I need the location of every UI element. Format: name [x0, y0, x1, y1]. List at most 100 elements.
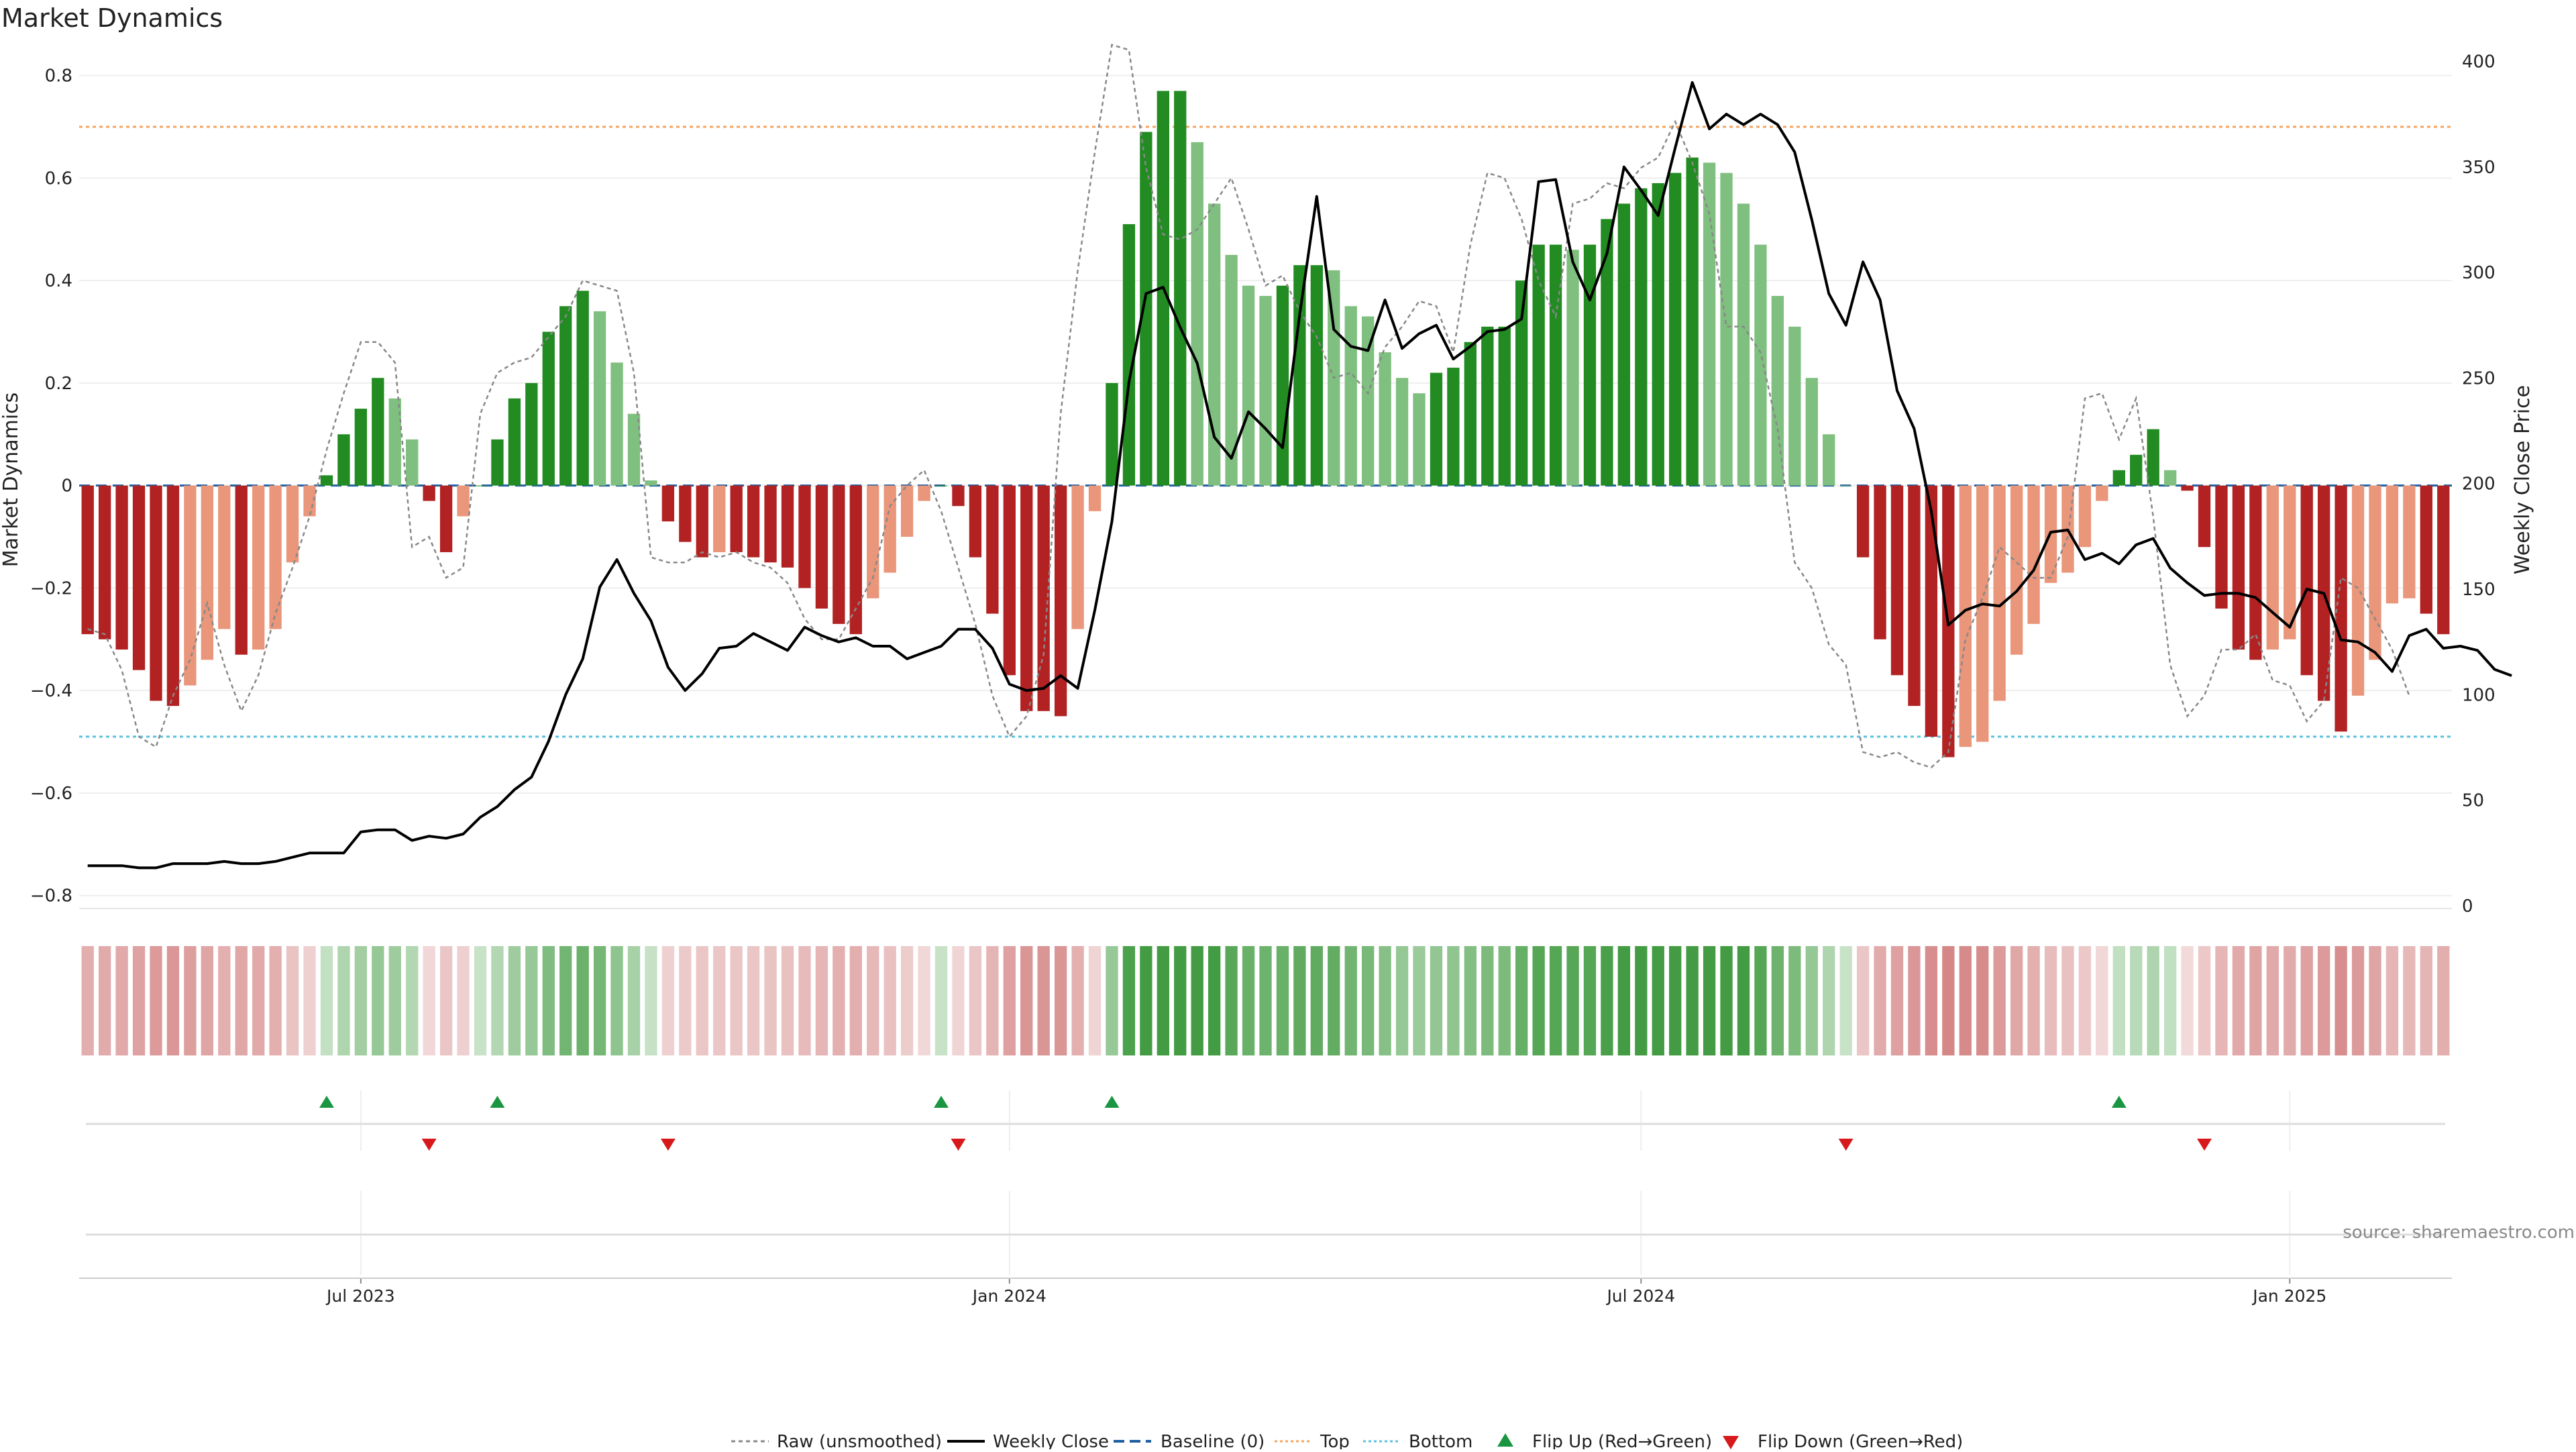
regime-strip-cell: [184, 946, 197, 1055]
dynamics-bar: [764, 485, 777, 563]
dynamics-bar: [1823, 434, 1835, 486]
dynamics-bar: [2010, 485, 2023, 655]
flip-down-marker: [2197, 1139, 2212, 1151]
dynamics-bar: [1430, 372, 1443, 486]
y2-tick-label: 400: [2462, 52, 2496, 72]
dynamics-bar: [166, 485, 180, 707]
dynamics-bar: [491, 439, 504, 486]
legend: Raw (unsmoothed) Weekly Close Baseline (…: [731, 1432, 1963, 1452]
regime-strip-cell: [1976, 946, 1989, 1055]
dynamics-bar: [1344, 306, 1357, 486]
dynamics-bar: [1515, 280, 1528, 486]
regime-strip-cell: [661, 946, 675, 1055]
x-tick-label: Jul 2024: [1605, 1286, 1675, 1306]
regime-strip-cell: [1823, 946, 1835, 1055]
regime-strip-cell: [986, 946, 999, 1055]
dynamics-bar: [1054, 485, 1067, 717]
dynamics-bar: [2334, 485, 2347, 732]
legend-top-label: Top: [1320, 1432, 1350, 1449]
regime-strip-cell: [474, 946, 487, 1055]
dynamics-bar: [1037, 485, 1050, 711]
dynamics-bar: [1191, 142, 1203, 486]
regime-strip-cell: [235, 946, 248, 1055]
regime-strip-cell: [354, 946, 368, 1055]
regime-strip-cell: [1959, 946, 1972, 1055]
dynamics-bar: [320, 475, 333, 486]
dynamics-bar: [1874, 485, 1886, 639]
dynamics-bar: [2232, 485, 2245, 650]
dynamics-bar: [1566, 250, 1579, 486]
regime-strip-cell: [2420, 946, 2432, 1055]
dynamics-bar: [99, 485, 111, 639]
dynamics-bar: [1925, 485, 1938, 737]
y-tick-label: −0.6: [30, 784, 72, 804]
y-tick-label: 0.2: [45, 374, 72, 394]
dynamics-bar: [372, 378, 384, 486]
regime-strip-cell: [388, 946, 401, 1055]
regime-strip-cell: [1122, 946, 1136, 1055]
y-tick-label: −0.2: [30, 578, 72, 599]
dynamics-bar: [235, 485, 248, 655]
regime-strip-cell: [2351, 946, 2365, 1055]
raw-line-layer: [87, 44, 2410, 769]
regime-strip-cell: [1157, 946, 1169, 1055]
dynamics-bar: [439, 485, 453, 552]
regime-strip-cell: [713, 946, 726, 1055]
regime-strip-cell: [610, 946, 623, 1055]
dynamics-bar: [354, 409, 368, 486]
regime-strip-cell: [2385, 946, 2399, 1055]
y2-tick-label: 0: [2462, 896, 2473, 917]
regime-strip-cell: [1925, 946, 1938, 1055]
regime-strip-cell: [2044, 946, 2057, 1055]
regime-strip-cell: [2112, 946, 2125, 1055]
dynamics-bar: [730, 485, 743, 552]
regime-strip-cell: [593, 946, 606, 1055]
regime-strip-cell: [1652, 946, 1664, 1055]
flip-down-marker: [660, 1139, 676, 1151]
regime-strip-cell: [1344, 946, 1357, 1055]
regime-strip-cell: [1259, 946, 1272, 1055]
dynamics-bar: [2163, 470, 2177, 486]
dynamics-bar: [1737, 203, 1750, 486]
dynamics-bar: [1652, 183, 1664, 486]
regime-strip-cell: [1908, 946, 1921, 1055]
dynamics-bar: [1310, 265, 1323, 486]
regime-strip-cell: [439, 946, 453, 1055]
dynamics-bar: [115, 485, 128, 650]
regime-strip-cell: [1328, 946, 1340, 1055]
y-tick-label: 0.8: [45, 66, 72, 87]
regime-strip-cell: [2232, 946, 2245, 1055]
regime-strip-cell: [150, 946, 162, 1055]
regime-strip-cell: [1191, 946, 1203, 1055]
dynamics-bar: [2266, 485, 2279, 650]
dynamics-bar: [1498, 326, 1511, 486]
regime-strip-cell: [372, 946, 384, 1055]
dynamics-bar: [679, 485, 692, 542]
regime-strip-cell: [934, 946, 948, 1055]
dynamics-bar: [593, 311, 606, 486]
flip-down-marker: [951, 1139, 966, 1151]
regime-strip-cell: [952, 946, 965, 1055]
regime-strip-cell: [1037, 946, 1050, 1055]
regime-strip-cell: [166, 946, 180, 1055]
y2-tick-label: 100: [2462, 685, 2496, 705]
regime-strip-cell: [491, 946, 504, 1055]
dynamics-bar: [218, 485, 231, 629]
dynamics-bar: [1276, 285, 1289, 486]
regime-strip-cell: [2198, 946, 2211, 1055]
regime-strip-cell: [2027, 946, 2040, 1055]
flip-markers: [86, 1090, 2445, 1151]
dynamics-bar: [252, 485, 265, 650]
regime-strip-cell: [1242, 946, 1255, 1055]
dynamics-bar: [747, 485, 760, 558]
y-tick-label: 0.4: [45, 271, 72, 291]
dynamics-bar: [986, 485, 999, 614]
dynamics-bar: [1481, 326, 1494, 486]
dynamics-bar: [2403, 485, 2416, 599]
regime-strip-cell: [1208, 946, 1221, 1055]
axes: 0.8 0.6 0.4 0.2 0 −0.2 −0.4 −0.6 −0.8 400 350 300 25…: [30, 52, 2496, 917]
dynamics-bar: [2351, 485, 2365, 696]
regime-strip-cell: [2249, 946, 2262, 1055]
dynamics-bar: [201, 485, 214, 660]
